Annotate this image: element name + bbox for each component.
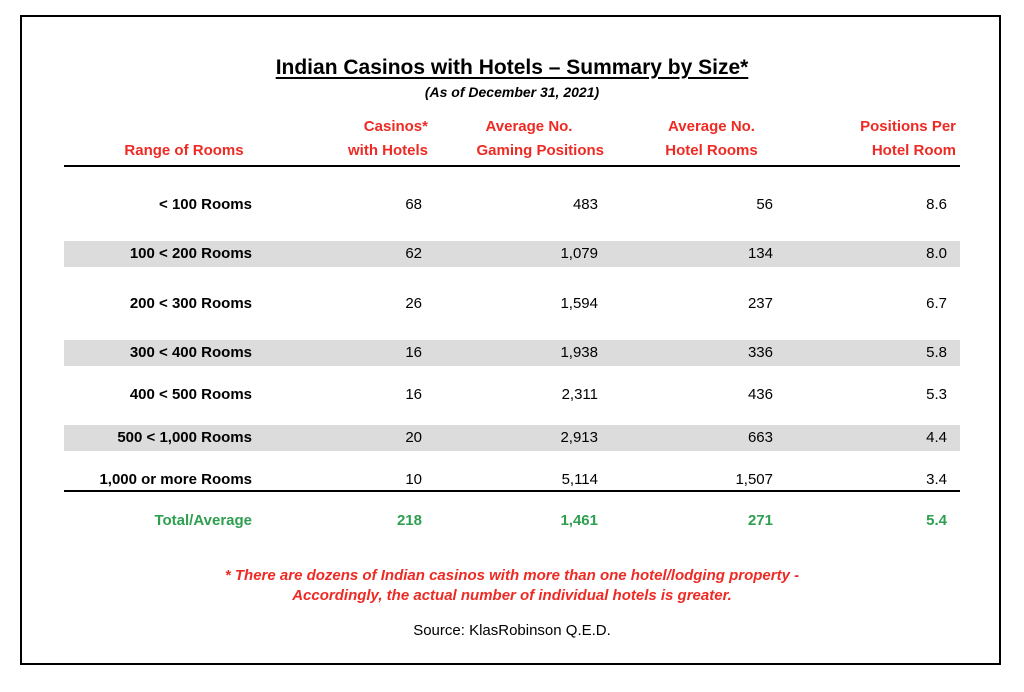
cell-gaming: 5,114 — [561, 471, 598, 488]
cell-gaming: 1,594 — [560, 295, 598, 312]
cell-rooms: 1,507 — [735, 471, 773, 488]
cell-casinos: 20 — [405, 429, 422, 446]
cell-range: 200 < 300 Rooms — [129, 295, 252, 312]
total-casinos: 218 — [396, 512, 422, 529]
document-subtitle: (As of December 31, 2021) — [424, 84, 600, 100]
cell-gaming: 483 — [572, 196, 598, 213]
table-header: Range of Rooms Casinos* with Hotels Aver… — [64, 114, 960, 167]
cell-range: 300 < 400 Rooms — [129, 344, 252, 361]
table-row: 1,000 or more Rooms 10 5,114 1,507 3.4 — [64, 467, 960, 493]
cell-range: < 100 Rooms — [159, 196, 252, 213]
cell-casinos: 68 — [405, 196, 422, 213]
cell-ppr: 4.4 — [926, 429, 947, 446]
cell-rooms: 436 — [747, 386, 773, 403]
cell-range: 500 < 1,000 Rooms — [117, 429, 252, 446]
header-positions-per-room: Positions Per Hotel Room — [860, 118, 956, 159]
cell-rooms: 663 — [747, 429, 773, 446]
table-row: 500 < 1,000 Rooms 20 2,913 663 4.4 — [64, 425, 960, 451]
table-row: 300 < 400 Rooms 16 1,938 336 5.8 — [64, 340, 960, 366]
cell-gaming: 2,913 — [560, 429, 598, 446]
table-row: 400 < 500 Rooms 16 2,311 436 5.3 — [64, 382, 960, 408]
cell-casinos: 16 — [405, 386, 422, 403]
total-divider — [64, 490, 960, 492]
cell-rooms: 237 — [747, 295, 773, 312]
cell-gaming: 1,938 — [560, 344, 598, 361]
document-frame — [20, 15, 1001, 665]
total-label: Total/Average — [154, 512, 252, 529]
cell-range: 1,000 or more Rooms — [99, 471, 252, 488]
cell-rooms: 336 — [747, 344, 773, 361]
cell-ppr: 6.7 — [926, 295, 947, 312]
cell-ppr: 5.8 — [926, 344, 947, 361]
cell-casinos: 16 — [405, 344, 422, 361]
header-hotel-rooms: Average No. Hotel Rooms — [665, 118, 758, 159]
cell-gaming: 2,311 — [561, 386, 598, 403]
total-gaming: 1,461 — [560, 512, 598, 529]
total-ppr: 5.4 — [926, 512, 947, 529]
cell-gaming: 1,079 — [560, 245, 598, 262]
cell-ppr: 5.3 — [926, 386, 947, 403]
cell-range: 400 < 500 Rooms — [129, 386, 252, 403]
document-title: Indian Casinos with Hotels – Summary by … — [275, 56, 749, 79]
cell-range: 100 < 200 Rooms — [129, 245, 252, 262]
footnote: * There are dozens of Indian casinos wit… — [224, 567, 800, 604]
cell-ppr: 3.4 — [926, 471, 947, 488]
cell-ppr: 8.6 — [926, 196, 947, 213]
cell-rooms: 134 — [747, 245, 773, 262]
total-row: Total/Average 218 1,461 271 5.4 — [64, 508, 960, 534]
cell-casinos: 62 — [405, 245, 422, 262]
cell-rooms: 56 — [756, 196, 773, 213]
table-row: 100 < 200 Rooms 62 1,079 134 8.0 — [64, 241, 960, 267]
header-range: Range of Rooms — [124, 142, 244, 159]
source-line: Source: KlasRobinson Q.E.D. — [413, 622, 611, 639]
total-rooms: 271 — [747, 512, 773, 529]
table-row: 200 < 300 Rooms 26 1,594 237 6.7 — [64, 291, 960, 317]
cell-casinos: 26 — [405, 295, 422, 312]
summary-table: Range of Rooms Casinos* with Hotels Aver… — [64, 114, 960, 529]
header-casinos: Casinos* with Hotels — [347, 118, 428, 159]
cell-ppr: 8.0 — [926, 245, 947, 262]
table-row: < 100 Rooms 68 483 56 8.6 — [64, 192, 960, 218]
header-gaming-positions: Average No. Gaming Positions — [476, 118, 604, 159]
cell-casinos: 10 — [405, 471, 422, 488]
